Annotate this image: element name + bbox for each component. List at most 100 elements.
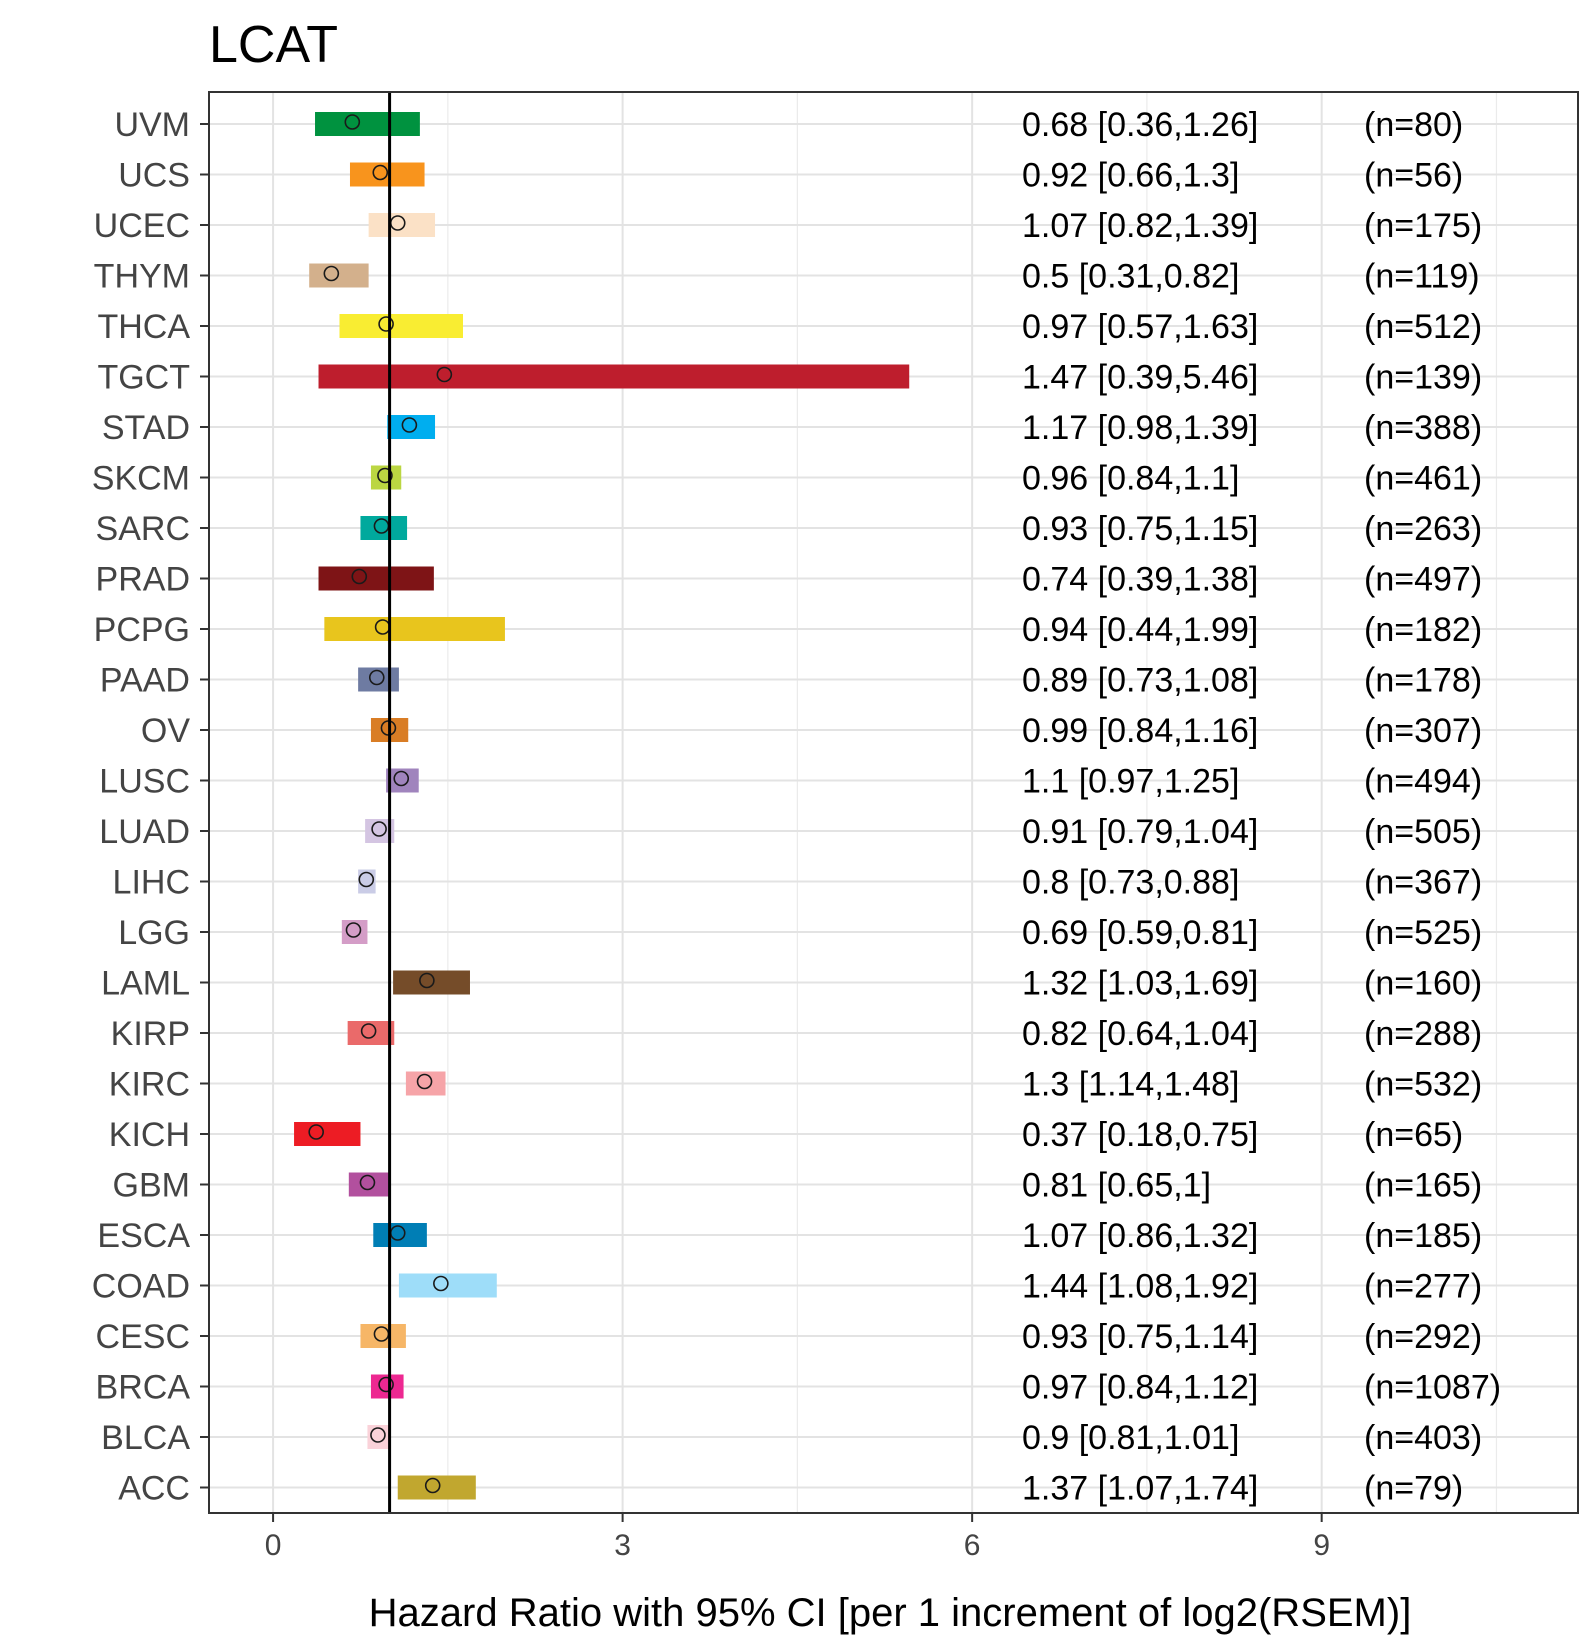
- hr-annotation-lgg: 0.69 [0.59,0.81]: [1022, 914, 1258, 952]
- hr-annotation-tgct: 1.47 [0.39,5.46]: [1022, 359, 1258, 397]
- hr-point-blca: [370, 1427, 386, 1443]
- y-tick-label-acc: ACC: [118, 1470, 190, 1508]
- hr-annotation-ucs: 0.92 [0.66,1.3]: [1022, 157, 1239, 195]
- hr-point-kirc: [416, 1073, 433, 1090]
- hr-point-tgct: [436, 366, 453, 383]
- hr-annotation-kirc: 1.3 [1.14,1.48]: [1022, 1066, 1239, 1104]
- hr-point-thca: [378, 316, 394, 332]
- hr-annotation-coad: 1.44 [1.08,1.92]: [1022, 1268, 1258, 1306]
- hr-annotations: 0.68 [0.36,1.26] 0.92 [0.66,1.3] 1.07 [0.8…: [1022, 106, 1258, 1508]
- sample-size-gbm: (n=165): [1364, 1167, 1482, 1205]
- sample-size-acc: (n=79): [1364, 1470, 1463, 1508]
- y-tick-label-ucs: UCS: [118, 157, 190, 195]
- hr-annotation-ov: 0.99 [0.84,1.16]: [1022, 712, 1258, 750]
- sample-size-thym: (n=119): [1364, 258, 1480, 296]
- hr-annotation-lusc: 1.1 [0.97,1.25]: [1022, 763, 1239, 801]
- hr-point-gbm: [359, 1174, 376, 1191]
- ci-bar-thym: [309, 263, 369, 288]
- y-tick-label-lihc: LIHC: [113, 864, 190, 902]
- hr-annotation-paad: 0.89 [0.73,1.08]: [1022, 662, 1258, 700]
- hr-annotation-stad: 1.17 [0.98,1.39]: [1022, 409, 1258, 447]
- x-tick-label: 6: [964, 1529, 981, 1562]
- sample-size-skcm: (n=461): [1364, 460, 1482, 498]
- y-tick-label-kirp: KIRP: [111, 1015, 190, 1053]
- x-axis: 0 3 6 9: [265, 1513, 1330, 1562]
- hr-point-uvm: [344, 114, 361, 130]
- y-tick-label-pcpg: PCPG: [94, 611, 190, 649]
- hr-annotation-thca: 0.97 [0.57,1.63]: [1022, 308, 1258, 346]
- hr-annotation-cesc: 0.93 [0.75,1.14]: [1022, 1318, 1258, 1356]
- y-tick-label-uvm: UVM: [114, 106, 190, 144]
- x-tick-label: 0: [265, 1529, 282, 1562]
- ci-bar-uvm: [315, 112, 420, 136]
- ci-bar-blca: [367, 1425, 391, 1449]
- y-tick-label-gbm: GBM: [113, 1167, 190, 1205]
- hr-annotation-uvm: 0.68 [0.36,1.26]: [1022, 106, 1258, 144]
- sample-size-pcpg: (n=182): [1364, 611, 1482, 649]
- sample-size-kich: (n=65): [1364, 1116, 1463, 1154]
- sample-size-blca: (n=403): [1364, 1419, 1482, 1457]
- y-tick-label-sarc: SARC: [96, 510, 190, 548]
- hr-annotation-brca: 0.97 [0.84,1.12]: [1022, 1369, 1258, 1407]
- sample-size-cesc: (n=292): [1364, 1318, 1482, 1356]
- sample-size-lihc: (n=367): [1364, 864, 1482, 902]
- sample-size-lgg: (n=525): [1364, 914, 1482, 952]
- y-tick-label-ov: OV: [141, 712, 190, 750]
- sample-size-stad: (n=388): [1364, 409, 1482, 447]
- ci-bar-skcm: [370, 465, 402, 490]
- sample-size-thca: (n=512): [1364, 308, 1482, 346]
- hr-annotation-kich: 0.37 [0.18,0.75]: [1022, 1116, 1258, 1154]
- sample-size-labels: (n=80) (n=56) (n=175) (n=119) (n=512) (n=139)…: [1364, 106, 1501, 1508]
- hr-point-lgg: [345, 922, 362, 938]
- y-tick-label-luad: LUAD: [99, 813, 190, 851]
- ci-bar-prad: [318, 566, 434, 591]
- y-tick-label-stad: STAD: [102, 409, 190, 447]
- sample-size-kirp: (n=288): [1364, 1015, 1482, 1053]
- hr-annotation-skcm: 0.96 [0.84,1.1]: [1022, 460, 1239, 498]
- y-tick-label-lusc: LUSC: [99, 763, 190, 801]
- y-tick-label-kirc: KIRC: [109, 1066, 190, 1104]
- ci-bar-thca: [339, 314, 463, 338]
- hr-annotation-prad: 0.74 [0.39,1.38]: [1022, 561, 1258, 599]
- sample-size-uvm: (n=80): [1364, 106, 1463, 144]
- sample-size-sarc: (n=263): [1364, 510, 1482, 548]
- y-tick-label-prad: PRAD: [96, 561, 190, 599]
- hr-point-coad: [433, 1275, 449, 1292]
- y-tick-label-cesc: CESC: [96, 1318, 190, 1356]
- ci-bars: [294, 112, 910, 1500]
- hr-point-lusc: [393, 770, 410, 787]
- hr-point-paad: [368, 669, 385, 686]
- ci-bar-kich: [294, 1122, 361, 1146]
- chart-title: LCAT: [209, 16, 338, 74]
- sample-size-prad: (n=497): [1364, 561, 1482, 599]
- hr-point-kirp: [360, 1023, 377, 1039]
- y-tick-label-laml: LAML: [101, 965, 190, 1003]
- x-tick-label: 3: [614, 1529, 631, 1562]
- hr-annotation-blca: 0.9 [0.81,1.01]: [1022, 1419, 1239, 1457]
- sample-size-tgct: (n=139): [1364, 359, 1482, 397]
- hr-point-lihc: [358, 871, 375, 888]
- sample-size-ucs: (n=56): [1364, 157, 1463, 195]
- sample-size-laml: (n=160): [1364, 965, 1482, 1003]
- y-tick-label-tgct: TGCT: [97, 359, 190, 397]
- hr-point-stad: [401, 417, 418, 433]
- hr-annotation-sarc: 0.93 [0.75,1.15]: [1022, 510, 1258, 548]
- y-tick-label-coad: COAD: [92, 1268, 190, 1306]
- hr-annotation-lihc: 0.8 [0.73,0.88]: [1022, 864, 1239, 902]
- hr-annotation-kirp: 0.82 [0.64,1.04]: [1022, 1015, 1258, 1053]
- y-tick-label-brca: BRCA: [96, 1369, 191, 1407]
- hr-annotation-ucec: 1.07 [0.82,1.39]: [1022, 207, 1258, 245]
- y-tick-label-ucec: UCEC: [94, 207, 190, 245]
- hr-annotation-luad: 0.91 [0.79,1.04]: [1022, 813, 1258, 851]
- hr-point-luad: [371, 821, 387, 837]
- ci-bar-lusc: [386, 768, 419, 793]
- ci-bar-pcpg: [324, 617, 505, 641]
- hr-point-brca: [378, 1376, 394, 1393]
- ci-bar-kirc: [405, 1071, 446, 1096]
- sample-size-ov: (n=307): [1364, 712, 1482, 750]
- sample-size-lusc: (n=494): [1364, 763, 1482, 801]
- x-axis-label: Hazard Ratio with 95% CI [per 1 incremen…: [369, 1591, 1412, 1635]
- ci-bar-tgct: [318, 364, 910, 389]
